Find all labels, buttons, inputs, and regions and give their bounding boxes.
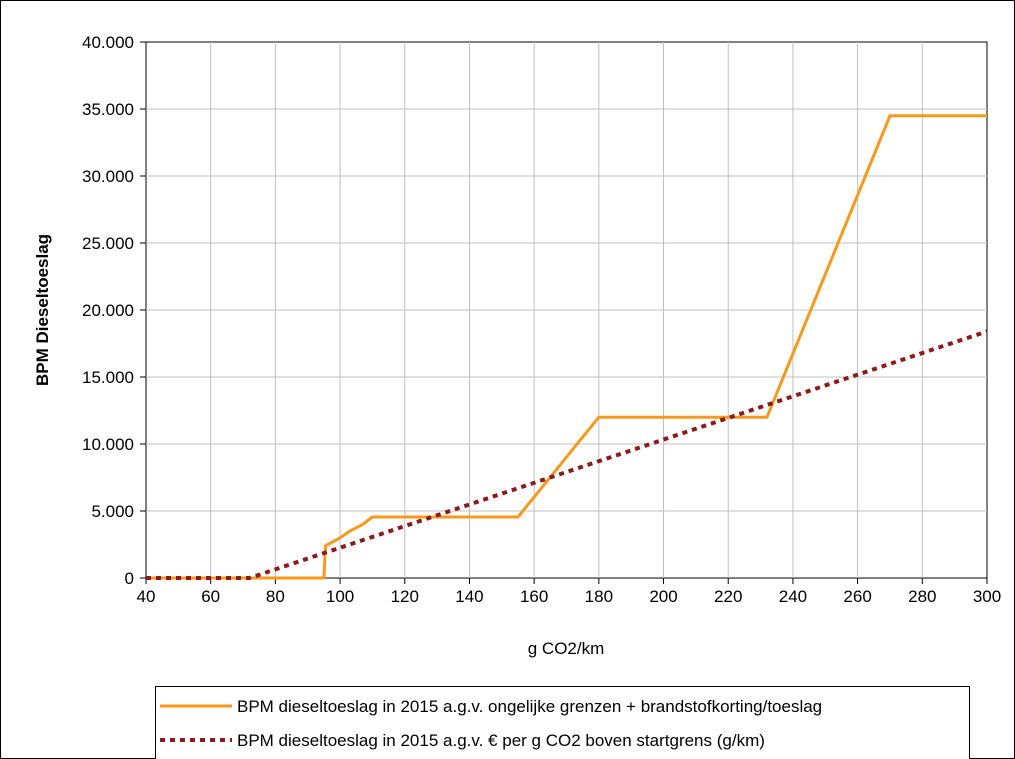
y-tick-label: 10.000 (82, 435, 134, 454)
gridlines (146, 42, 987, 578)
legend-label-series-1: BPM dieseltoeslag in 2015 a.g.v. ongelij… (237, 697, 822, 716)
y-tick-label: 35.000 (82, 100, 134, 119)
y-tick-label: 40.000 (82, 33, 134, 52)
x-tick-label: 180 (585, 587, 613, 606)
x-tick-label: 280 (908, 587, 936, 606)
x-tick-label: 40 (137, 587, 156, 606)
x-tick-label: 300 (973, 587, 1001, 606)
x-tick-label: 160 (520, 587, 548, 606)
x-tick-label: 80 (266, 587, 285, 606)
legend: BPM dieseltoeslag in 2015 a.g.v. ongelij… (155, 686, 970, 759)
y-tick-label: 0 (125, 569, 134, 588)
series-line-2 (146, 329, 988, 580)
y-tick-label: 20.000 (82, 301, 134, 320)
x-axis-title: g CO2/km (528, 639, 605, 658)
x-axis-ticks: 40 60 80 100 120 140 160 180 200 220 240 260 280 300 (137, 578, 1001, 606)
series-layer (146, 114, 988, 580)
legend-label-series-2: BPM dieseltoeslag in 2015 a.g.v. € per g… (237, 731, 765, 750)
y-axis-ticks: 0 5.000 10.000 15.000 20.000 25.000 30.000 35.0… (82, 33, 146, 588)
y-tick-label: 15.000 (82, 368, 134, 387)
x-tick-label: 140 (455, 587, 483, 606)
y-tick-label: 25.000 (82, 234, 134, 253)
y-axis-title: BPM Dieseltoeslag (33, 234, 52, 386)
x-tick-label: 100 (326, 587, 354, 606)
x-tick-label: 260 (843, 587, 871, 606)
y-tick-label: 5.000 (91, 502, 134, 521)
x-tick-label: 200 (649, 587, 677, 606)
x-tick-label: 60 (201, 587, 220, 606)
x-tick-label: 120 (391, 587, 419, 606)
x-tick-label: 220 (714, 587, 742, 606)
legend-box (155, 686, 970, 759)
x-tick-label: 240 (779, 587, 807, 606)
y-tick-label: 30.000 (82, 167, 134, 186)
